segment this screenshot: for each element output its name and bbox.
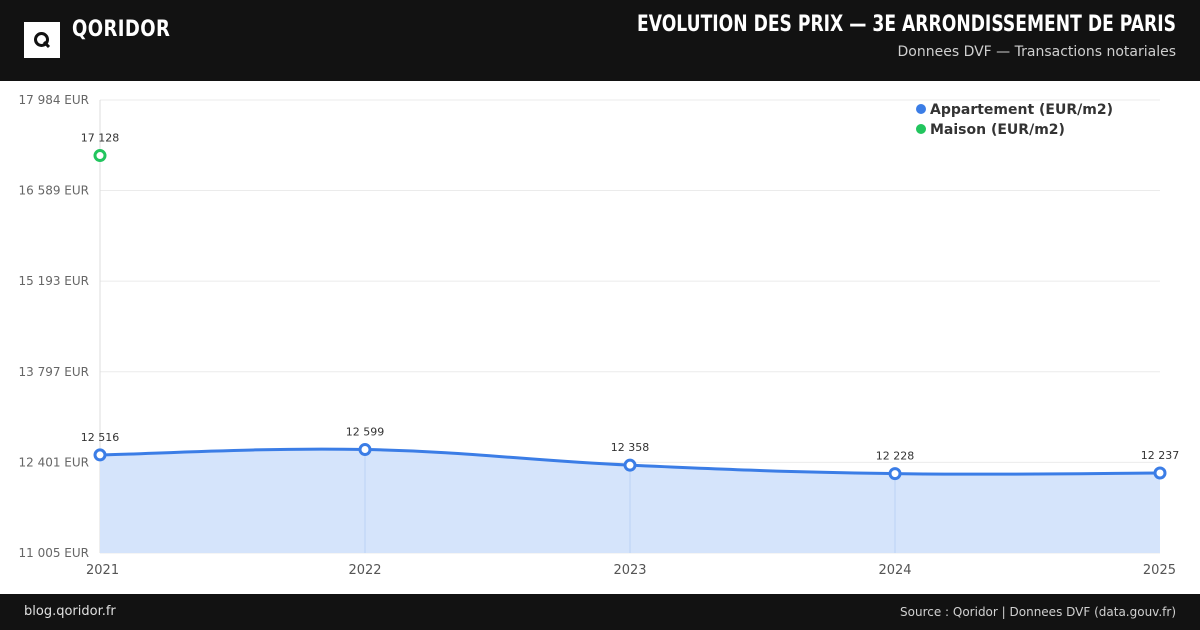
data-point: [93, 448, 107, 462]
x-tick-label: 2022: [348, 563, 381, 578]
logo-q-icon: [34, 32, 51, 49]
data-label: 12 228: [876, 450, 915, 463]
price-chart: 12 516 12 599 12 358 12 228 12 237 17 128 11 …: [18, 93, 1180, 578]
data-label: 12 237: [1141, 449, 1180, 462]
legend-label: Maison (EUR/m2): [930, 122, 1065, 138]
legend-swatch: [916, 124, 926, 134]
data-point: [93, 149, 107, 163]
data-point: [358, 443, 372, 457]
data-point: [888, 467, 902, 481]
data-point: [1153, 466, 1167, 480]
x-axis: 2021 2022 2023 2024 2025: [86, 563, 1176, 578]
y-tick-label: 16 589 EUR: [18, 184, 89, 198]
x-tick-label: 2025: [1143, 563, 1176, 578]
logo[interactable]: [24, 22, 60, 58]
y-tick-label: 15 193 EUR: [18, 274, 89, 288]
brand-name[interactable]: QORIDOR: [72, 17, 171, 42]
data-points: [93, 149, 1167, 481]
chart-title: EVOLUTION DES PRIX — 3E ARRONDISSEMENT D…: [637, 12, 1176, 37]
x-tick-label: 2021: [86, 563, 119, 578]
data-label: 12 516: [81, 431, 120, 444]
chart-subtitle: Donnees DVF — Transactions notariales: [897, 44, 1177, 60]
x-tick-label: 2023: [613, 563, 646, 578]
data-label: 12 599: [346, 426, 385, 439]
x-tick-label: 2024: [878, 563, 911, 578]
data-label: 17 128: [81, 132, 120, 145]
y-tick-label: 12 401 EUR: [18, 455, 89, 469]
footer-source: Source : Qoridor | Donnees DVF (data.gou…: [900, 605, 1176, 619]
data-point: [623, 458, 637, 472]
y-axis: 11 005 EUR 12 401 EUR 13 797 EUR 15 193 EUR…: [18, 93, 89, 560]
footer-site-link[interactable]: blog.qoridor.fr: [24, 604, 116, 619]
y-tick-label: 11 005 EUR: [18, 546, 89, 560]
legend: Appartement (EUR/m2) Maison (EUR/m2): [916, 102, 1113, 138]
data-label: 12 358: [611, 441, 650, 454]
y-tick-label: 13 797 EUR: [18, 365, 89, 379]
legend-label: Appartement (EUR/m2): [930, 102, 1113, 118]
data-labels: 12 516 12 599 12 358 12 228 12 237 17 128: [81, 132, 1180, 463]
y-tick-label: 17 984 EUR: [18, 93, 89, 107]
footer: blog.qoridor.fr Source : Qoridor | Donne…: [0, 594, 1200, 630]
legend-swatch: [916, 104, 926, 114]
header: QORIDOR EVOLUTION DES PRIX — 3E ARRONDIS…: [0, 0, 1200, 81]
